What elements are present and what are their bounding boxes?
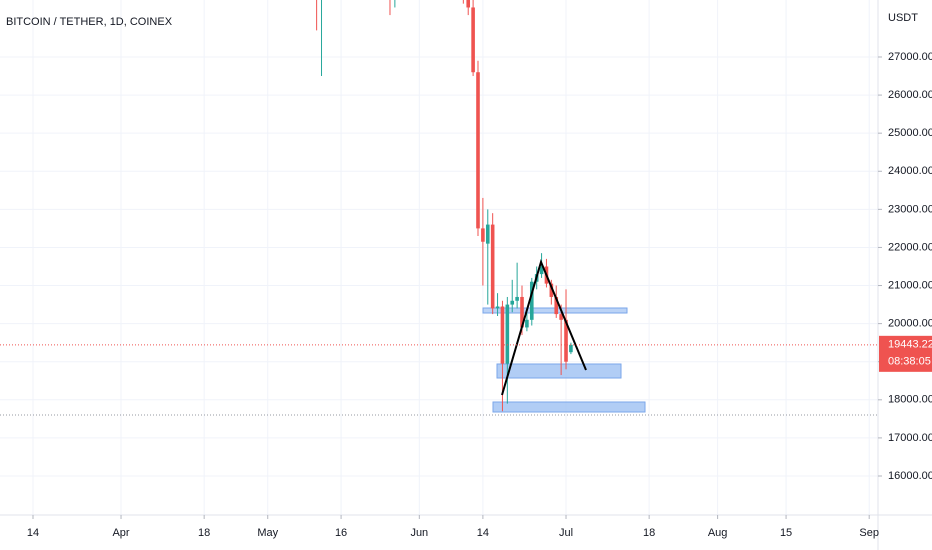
x-tick-label: 14 (27, 527, 39, 539)
x-tick-label: 15 (780, 527, 792, 539)
candle-body (525, 319, 529, 328)
candle-body (485, 224, 490, 244)
y-tick-label: 26000.00 (888, 89, 932, 101)
last-price-label: 19443.22 (888, 339, 932, 351)
x-tick-label: 16 (335, 527, 347, 539)
x-tick-label: 14 (477, 527, 489, 539)
candle-body (520, 296, 524, 328)
y-axis-unit: USDT (888, 12, 918, 24)
y-tick-label: 23000.00 (888, 203, 932, 215)
countdown-label: 08:38:05 (888, 356, 931, 368)
x-tick-label: Jul (559, 527, 573, 539)
zone-rect (496, 363, 622, 379)
chart-title: BITCOIN / TETHER, 1D, COINEX (6, 16, 173, 28)
y-tick-label: 21000.00 (888, 279, 932, 291)
x-tick-label: Sep (859, 527, 879, 539)
x-tick-label: May (257, 527, 278, 539)
candle-body (529, 281, 534, 320)
y-tick-label: 27000.00 (888, 51, 932, 63)
zone-rect (492, 401, 646, 413)
candle-body (490, 224, 495, 309)
candle-body (554, 296, 559, 315)
y-tick-label: 17000.00 (888, 432, 932, 444)
y-tick-label: 25000.00 (888, 127, 932, 139)
candle-body (500, 306, 505, 364)
x-tick-label: 18 (643, 527, 655, 539)
candle-body (476, 72, 480, 229)
candle-body (481, 228, 485, 242)
candle-body (471, 7, 475, 73)
y-tick-label: 24000.00 (888, 165, 932, 177)
candle-body (466, 0, 471, 8)
candle-body (539, 266, 544, 275)
x-tick-label: Apr (112, 527, 129, 539)
trend-line (501, 259, 587, 396)
candle-body (549, 283, 554, 297)
y-tick-label: 18000.00 (888, 394, 932, 406)
candle-body (564, 319, 568, 362)
candle-body (505, 304, 510, 364)
candle-body (510, 300, 515, 305)
candle-body (495, 306, 500, 309)
plot-area (0, 0, 878, 416)
x-tick-label: Aug (708, 527, 728, 539)
y-tick-label: 20000.00 (888, 318, 932, 330)
y-tick-label: 16000.00 (888, 470, 932, 482)
x-tick-label: 18 (198, 527, 210, 539)
x-tick-label: Jun (410, 527, 428, 539)
candle-body (559, 314, 563, 320)
candle-body (515, 296, 519, 301)
candle-body (569, 344, 573, 353)
y-tick-label: 22000.00 (888, 241, 932, 253)
last-price-box (879, 335, 932, 372)
grid (0, 0, 878, 515)
